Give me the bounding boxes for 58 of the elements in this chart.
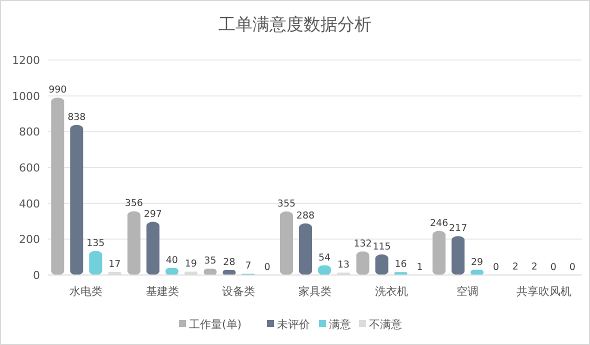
data-label: 288 bbox=[296, 210, 315, 222]
y-tick-label: 200 bbox=[19, 233, 40, 246]
bar bbox=[432, 230, 446, 275]
bar bbox=[70, 124, 84, 275]
data-label: 2 bbox=[512, 262, 518, 273]
x-tick-label: 基建类 bbox=[146, 285, 179, 298]
data-label: 19 bbox=[184, 258, 197, 270]
data-label: 1 bbox=[416, 262, 423, 273]
data-label: 246 bbox=[430, 218, 448, 229]
data-label: 838 bbox=[68, 112, 86, 123]
data-label: 355 bbox=[277, 198, 296, 210]
x-tick-label: 水电类 bbox=[70, 285, 103, 298]
data-label: 40 bbox=[166, 254, 178, 266]
x-tick-label: 家具类 bbox=[298, 285, 332, 298]
x-tick-label: 洗衣机 bbox=[374, 285, 408, 298]
data-label: 35 bbox=[204, 256, 216, 267]
data-label: 217 bbox=[449, 223, 468, 234]
legend-label: 满意 bbox=[329, 318, 351, 331]
data-label: 135 bbox=[86, 238, 105, 249]
chart-title: 工单满意度数据分析 bbox=[218, 15, 372, 35]
data-label: 0 bbox=[264, 262, 270, 273]
y-tick-label: 0 bbox=[33, 269, 40, 282]
data-label: 54 bbox=[318, 252, 331, 264]
bar bbox=[280, 211, 293, 275]
bar bbox=[51, 98, 64, 275]
data-label: 356 bbox=[124, 198, 143, 210]
legend-label: 未评价 bbox=[277, 318, 310, 331]
x-tick-label: 设备类 bbox=[222, 285, 256, 298]
y-tick-label: 600 bbox=[19, 162, 40, 174]
data-label: 0 bbox=[550, 262, 556, 273]
y-tick-label: 1000 bbox=[12, 90, 40, 103]
x-tick-label: 空调 bbox=[456, 285, 479, 298]
data-label: 29 bbox=[471, 256, 484, 268]
data-label: 297 bbox=[144, 208, 162, 220]
bar bbox=[375, 254, 388, 275]
data-label: 115 bbox=[372, 241, 391, 252]
data-label: 0 bbox=[493, 262, 500, 273]
data-label: 7 bbox=[245, 260, 252, 272]
data-label: 17 bbox=[108, 258, 121, 270]
y-tick-label: 800 bbox=[19, 126, 40, 139]
data-label: 16 bbox=[394, 259, 407, 270]
bar bbox=[356, 251, 370, 275]
x-tick-label: 共享吹风机 bbox=[516, 285, 572, 298]
legend-label: 工作量(单) bbox=[189, 318, 242, 331]
data-label: 2 bbox=[531, 262, 538, 273]
y-tick-label: 400 bbox=[19, 197, 40, 210]
data-label: 990 bbox=[48, 84, 67, 96]
bar bbox=[146, 222, 160, 275]
y-tick-label: 1200 bbox=[12, 54, 40, 67]
bar bbox=[127, 211, 140, 275]
data-label: 132 bbox=[354, 238, 372, 250]
data-label: 0 bbox=[569, 262, 576, 273]
data-label: 13 bbox=[337, 260, 350, 271]
bar bbox=[89, 250, 102, 275]
legend-label: 不满意 bbox=[369, 318, 402, 331]
bar bbox=[452, 236, 465, 275]
data-label: 28 bbox=[223, 256, 236, 268]
bar bbox=[299, 223, 312, 275]
